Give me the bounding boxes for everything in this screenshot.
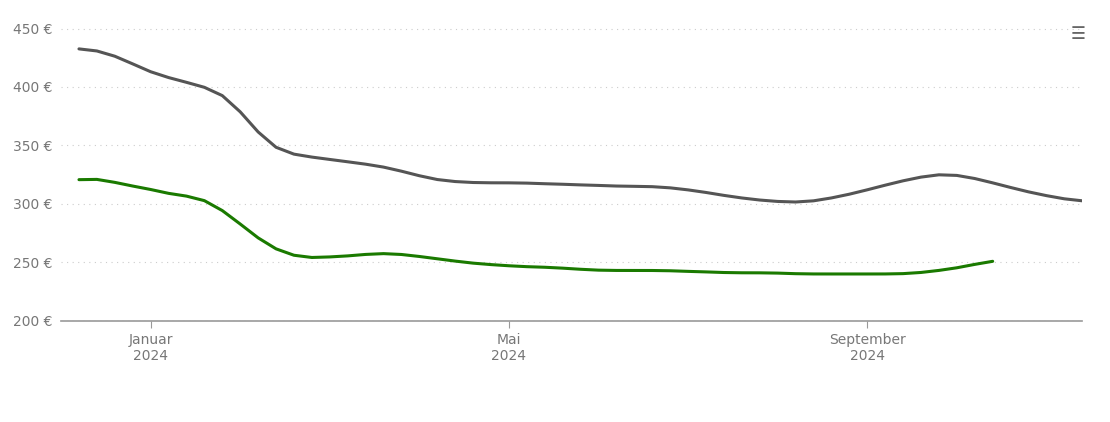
Legend: lose Ware, Sackware: lose Ware, Sackware (454, 416, 689, 422)
Text: ☰: ☰ (1071, 25, 1086, 43)
